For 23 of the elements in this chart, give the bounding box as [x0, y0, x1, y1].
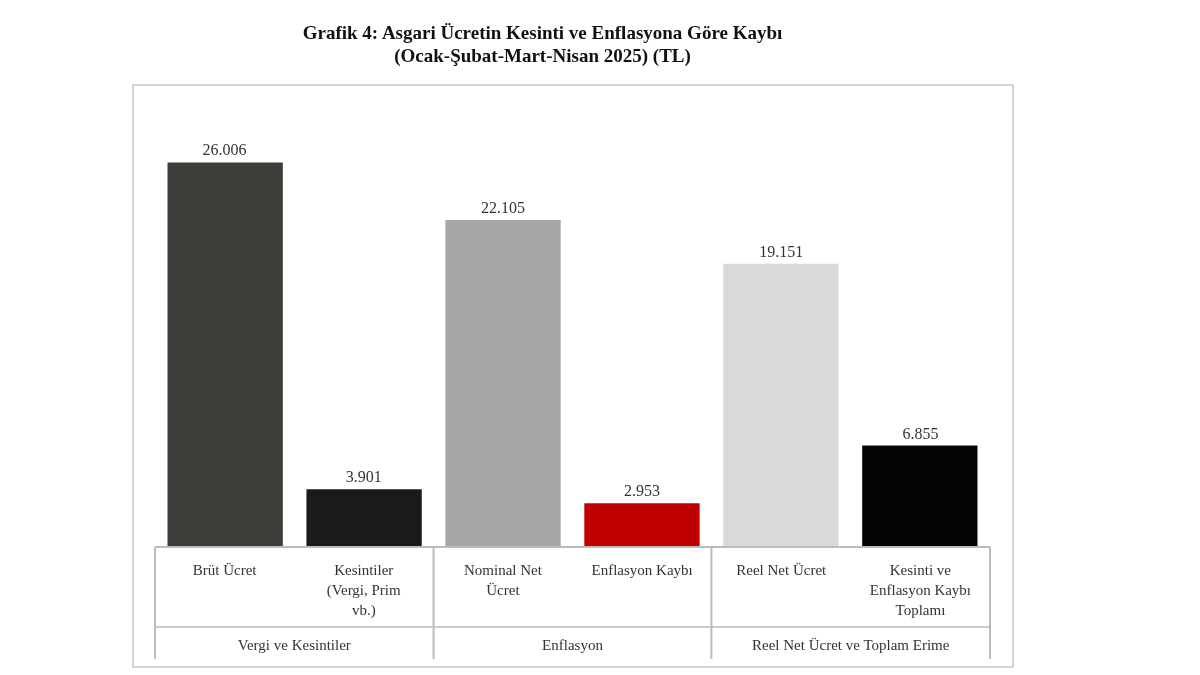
text: Vergi ve Kesintiler — [237, 637, 351, 653]
data-label: 3.901 — [345, 468, 382, 486]
x-tick-label: Kesinti ve Enflasyon Kaybı Toplamı — [869, 562, 972, 618]
bar — [584, 503, 700, 547]
x-tick-label: Reel Net Ücret — [736, 562, 828, 578]
bar — [167, 162, 283, 547]
data-label: 6.855 — [902, 424, 939, 442]
data-label: 22.105 — [480, 199, 525, 217]
bar — [723, 263, 839, 547]
bar — [445, 220, 561, 547]
data-label: 2.953 — [624, 482, 661, 500]
data-label: 26.006 — [202, 141, 247, 159]
chart-subtitle: (Ocak-Şubat-Mart-Nisan 2025) (TL) — [394, 45, 691, 68]
text: Enflasyon — [542, 637, 604, 653]
x-tick-label: Nominal Net Ücret — [463, 562, 543, 598]
x-tick-label: Brüt Ücret — [192, 562, 258, 578]
x-tick-label: Enflasyon Kaybı — [591, 562, 693, 578]
chart-title: Grafik 4: Asgari Ücretin Kesinti ve Enflasyona Göre Kaybı — [302, 22, 783, 44]
bar — [862, 445, 978, 547]
text: Reel Net Ücret ve Toplam Erime — [752, 637, 950, 653]
data-label: 19.151 — [759, 242, 804, 260]
x-tick-label: Kesintiler (Vergi, Prim vb.) — [326, 562, 402, 619]
bar — [306, 489, 422, 547]
